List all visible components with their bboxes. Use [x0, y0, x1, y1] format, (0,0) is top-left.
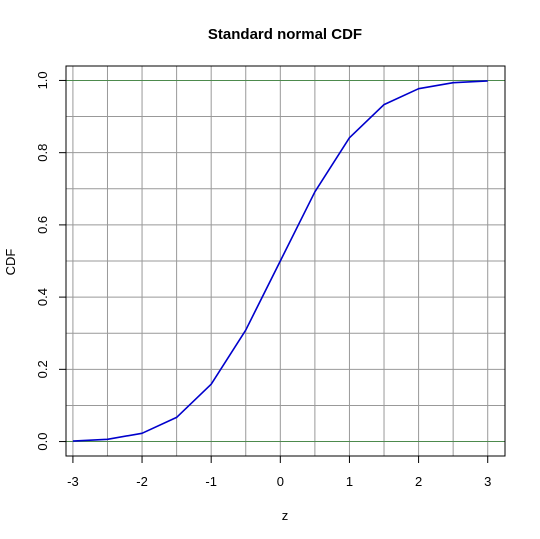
- grid: [66, 66, 505, 456]
- y-tick-label: 0.4: [35, 288, 50, 306]
- y-tick-label: 0.0: [35, 433, 50, 451]
- x-tick-label: 2: [415, 474, 422, 489]
- y-axis-label: CDF: [3, 249, 18, 276]
- x-tick-label: -3: [67, 474, 79, 489]
- x-tick-label: -1: [205, 474, 217, 489]
- x-tick-label: 1: [346, 474, 353, 489]
- x-axis: -3 -2 -1 0 1 2 3: [67, 456, 491, 489]
- y-tick-label: 0.8: [35, 144, 50, 162]
- x-tick-label: 0: [277, 474, 284, 489]
- plot-frame: [65, 65, 506, 457]
- x-axis-label: z: [282, 508, 289, 523]
- y-tick-label: 0.6: [35, 216, 50, 234]
- x-tick-label: -2: [136, 474, 148, 489]
- y-tick-label: 1.0: [35, 71, 50, 89]
- chart-title: Standard normal CDF: [208, 26, 362, 43]
- series-line: [72, 80, 488, 442]
- y-axis: 0.0 0.2 0.4 0.6 0.8 1.0: [35, 71, 66, 451]
- y-tick-label: 0.2: [35, 360, 50, 378]
- x-tick-label: 3: [484, 474, 491, 489]
- series-layer: [72, 80, 488, 442]
- reference-lines: [66, 79, 505, 443]
